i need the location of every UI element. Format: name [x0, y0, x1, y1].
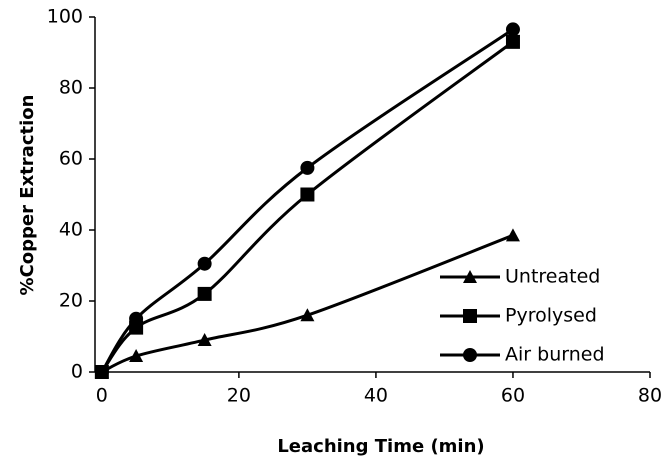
- data-point: [505, 22, 520, 37]
- legend-marker: [463, 348, 477, 362]
- data-point: [94, 365, 109, 379]
- data-point: [300, 308, 315, 322]
- data-point: [129, 349, 144, 363]
- x-tick-label: 60: [501, 385, 525, 407]
- data-point: [197, 333, 212, 347]
- legend-marker: [463, 270, 477, 283]
- legend-label: Air burned: [505, 344, 605, 366]
- x-tick-label: 20: [227, 385, 251, 407]
- y-axis-label: %Copper Extraction: [17, 95, 38, 296]
- y-tick-label: 0: [71, 361, 83, 383]
- y-tick-label: 20: [59, 290, 83, 312]
- data-point: [300, 187, 315, 202]
- x-tick-label: 40: [364, 385, 388, 407]
- y-tick-label: 60: [59, 148, 83, 170]
- data-point: [300, 160, 315, 175]
- data-point: [197, 286, 212, 301]
- series-line: [100, 40, 514, 373]
- x-tick-label: 80: [638, 385, 662, 407]
- legend-marker: [463, 309, 477, 323]
- series-line: [101, 233, 514, 374]
- x-axis-label: Leaching Time (min): [277, 436, 484, 457]
- data-point: [129, 311, 144, 326]
- data-point: [197, 256, 212, 271]
- legend-label: Untreated: [505, 266, 600, 288]
- x-tick-label: 0: [96, 385, 108, 407]
- y-tick-label: 40: [59, 219, 83, 241]
- y-tick-label: 100: [47, 6, 83, 28]
- y-tick-label: 80: [59, 77, 83, 99]
- legend-label: Pyrolysed: [505, 305, 597, 327]
- data-point: [505, 34, 520, 49]
- data-point: [505, 228, 520, 242]
